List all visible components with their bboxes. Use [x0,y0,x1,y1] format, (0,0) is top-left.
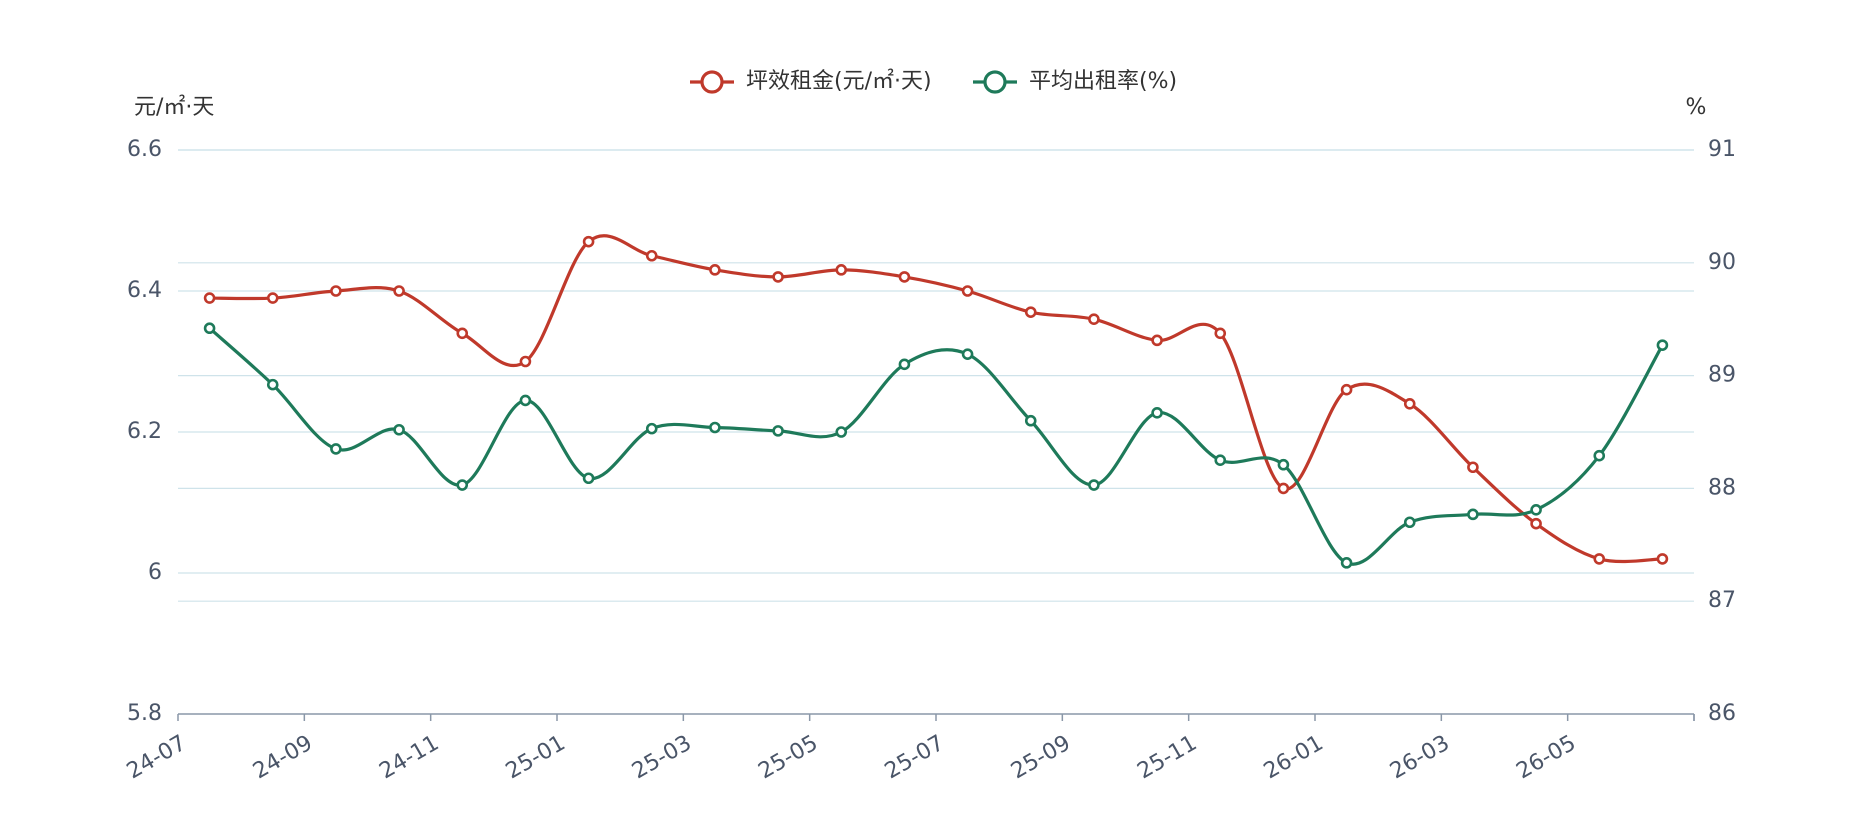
data-point[interactable] [1151,334,1163,347]
x-tick-label: 25-03 [628,731,696,785]
legend-label: 坪效租金(元/㎡·天) [746,68,932,94]
data-point[interactable] [1214,327,1227,340]
data-point[interactable] [1340,557,1353,569]
legend-label: 平均出租率(%) [1029,69,1177,94]
y-right-unit-label: % [1686,95,1707,120]
x-tick-label: 25-01 [502,731,570,785]
data-point[interactable] [582,472,595,485]
data-point[interactable] [1340,383,1353,396]
series-occupancy [203,322,1669,569]
x-tick-label: 25-07 [881,731,949,785]
data-point[interactable] [1530,517,1542,530]
data-point[interactable] [456,479,469,491]
data-point[interactable] [1467,508,1479,521]
data-point[interactable] [330,443,342,455]
y-right-tick-label: 86 [1708,701,1736,726]
data-point[interactable] [519,394,532,407]
data-point[interactable] [961,285,974,297]
data-point[interactable] [1656,553,1669,565]
data-point[interactable] [898,271,911,283]
data-point[interactable] [1530,504,1542,516]
data-point[interactable] [519,355,532,368]
data-point[interactable] [266,292,279,304]
series-layer [203,234,1669,569]
y-left-tick-label: 6.2 [127,419,162,444]
data-point[interactable] [393,423,405,436]
y-left-tick-label: 5.8 [127,701,162,726]
data-point[interactable] [645,422,658,435]
data-point[interactable] [1214,454,1227,467]
data-point[interactable] [772,271,784,283]
data-point[interactable] [1403,516,1416,529]
data-point[interactable] [898,358,911,371]
data-point[interactable] [1088,479,1100,491]
series-rent [203,234,1669,565]
data-point[interactable] [203,322,216,335]
data-point[interactable] [1467,461,1479,474]
data-point[interactable] [1024,306,1037,318]
data-point[interactable] [266,378,279,391]
x-tick-label: 26-03 [1386,731,1454,785]
y-left-unit-label: 元/㎡·天 [134,94,214,120]
x-tick-label: 26-01 [1260,731,1328,785]
data-point[interactable] [1403,397,1416,410]
y-right-tick-label: 89 [1708,363,1736,388]
x-tick-label: 24-09 [249,731,317,785]
axes: 24-07 24-09 24-11 25-01 25-03 25-05 25-07 25-09… [123,94,1736,784]
data-point[interactable] [203,292,216,304]
x-tick-label: 24-07 [123,731,191,785]
data-point[interactable] [835,264,848,276]
data-point[interactable] [709,264,721,276]
y-left-tick-label: 6.4 [127,278,162,303]
y-right-tick-label: 91 [1708,137,1736,162]
data-point[interactable] [330,285,342,297]
data-point[interactable] [1024,414,1037,427]
data-point[interactable] [961,348,974,360]
x-tick-label: 25-05 [754,731,822,785]
data-point[interactable] [393,285,405,297]
y-right-tick-label: 87 [1708,588,1736,613]
y-left-tick-label: 6.6 [127,137,162,162]
data-point[interactable] [709,421,721,434]
x-tick-label: 26-05 [1512,731,1580,785]
data-point[interactable] [772,425,784,437]
data-point[interactable] [1593,553,1606,565]
x-tick-label: 25-11 [1133,731,1201,785]
legend[interactable]: 坪效租金(元/㎡·天) 平均出租率(%) [690,68,1177,94]
legend-marker [983,70,1007,94]
data-point[interactable] [1593,449,1606,462]
data-point[interactable] [456,327,469,340]
data-point[interactable] [1088,313,1100,326]
y-right-tick-label: 90 [1708,250,1736,275]
x-tick-label: 24-11 [375,731,443,785]
data-point[interactable] [1277,482,1290,495]
data-point[interactable] [582,235,595,248]
series-line [208,327,1664,566]
legend-item-rent[interactable]: 坪效租金(元/㎡·天) [690,68,932,94]
x-tick-label: 25-09 [1007,731,1075,785]
grid-lines [178,149,1694,602]
data-point[interactable] [1277,458,1290,471]
data-point[interactable] [645,249,658,262]
legend-marker [700,70,724,94]
series-line [209,234,1663,564]
data-point[interactable] [835,426,848,438]
data-point[interactable] [1656,339,1669,351]
y-left-tick-label: 6 [148,560,162,585]
data-point[interactable] [1151,407,1163,419]
y-right-tick-label: 88 [1708,475,1736,500]
legend-item-occupancy[interactable]: 平均出租率(%) [973,69,1177,94]
